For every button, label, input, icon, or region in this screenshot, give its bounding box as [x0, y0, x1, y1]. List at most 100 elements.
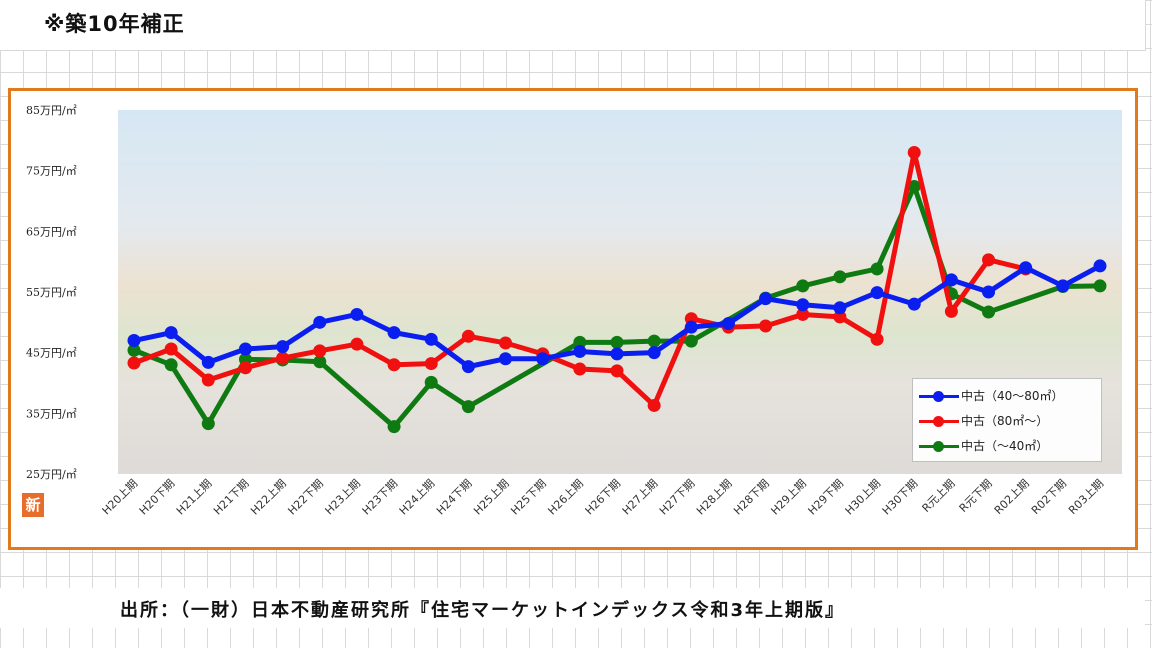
- data-point: [164, 342, 178, 356]
- data-point: [907, 145, 921, 159]
- series-line-segment: [354, 341, 397, 368]
- data-point: [759, 319, 773, 333]
- data-point: [647, 334, 661, 348]
- y-tick-label: 35万円/㎡: [26, 407, 77, 420]
- series-line-segment: [205, 346, 248, 365]
- data-point: [573, 344, 587, 358]
- x-tick-label: H21下期: [211, 477, 252, 518]
- data-point: [759, 292, 773, 306]
- legend-item: 中古（～40㎡）: [919, 433, 1095, 458]
- y-tick-label: 25万円/㎡: [26, 468, 77, 481]
- chart-legend: 中古（40～80㎡） 中古（80㎡～） 中古（～40㎡）: [912, 378, 1102, 462]
- series-line-segment: [986, 284, 1066, 315]
- data-point: [610, 335, 624, 349]
- series-line-segment: [837, 314, 880, 342]
- series-line-segment: [725, 296, 769, 327]
- data-point: [610, 364, 624, 378]
- data-point: [499, 336, 513, 350]
- x-tick-label: H25下期: [508, 477, 549, 518]
- data-point: [907, 179, 921, 193]
- x-tick-label: H29上期: [768, 477, 809, 518]
- legend-item: 中古（40～80㎡）: [919, 383, 1095, 408]
- page-title: ※築10年補正: [44, 12, 185, 36]
- legend-label: 中古（80㎡～）: [961, 414, 1049, 428]
- data-point: [944, 273, 958, 287]
- data-point: [127, 356, 141, 370]
- data-point: [387, 326, 401, 340]
- x-tick-label: R03上期: [1066, 477, 1106, 517]
- x-tick-label: H28下期: [731, 477, 772, 518]
- data-point: [201, 373, 215, 387]
- series-line-segment: [428, 336, 471, 370]
- data-point: [647, 398, 661, 412]
- new-badge-icon: 新: [22, 493, 44, 517]
- data-point: [982, 285, 996, 299]
- data-point: [461, 360, 475, 374]
- data-point: [1056, 279, 1070, 293]
- data-point: [647, 346, 661, 360]
- data-point: [424, 332, 438, 346]
- y-tick-label: 65万円/㎡: [26, 225, 77, 238]
- data-point: [796, 279, 810, 293]
- x-tick-label: H23下期: [360, 477, 401, 518]
- x-tick-label: H29下期: [806, 477, 847, 518]
- series-line-segment: [354, 311, 397, 336]
- series-line-segment: [763, 283, 806, 301]
- x-tick-label: H26下期: [583, 477, 624, 518]
- data-point: [1019, 261, 1033, 275]
- series-line-segment: [1060, 263, 1103, 289]
- x-tick-label: H30下期: [880, 477, 921, 518]
- series-line-segment: [614, 368, 657, 408]
- y-tick-label: 55万円/㎡: [26, 286, 77, 299]
- data-point: [461, 329, 475, 343]
- data-point: [424, 357, 438, 371]
- x-tick-label: R元下期: [957, 477, 995, 515]
- data-point: [276, 351, 290, 365]
- data-point: [796, 298, 810, 312]
- data-point: [238, 342, 252, 356]
- y-tick-label: 75万円/㎡: [26, 165, 77, 178]
- legend-label: 中古（40～80㎡）: [961, 389, 1064, 403]
- data-point: [833, 310, 847, 324]
- x-tick-label: H20上期: [100, 477, 141, 518]
- data-point: [573, 335, 587, 349]
- legend-swatch-icon: [919, 390, 959, 402]
- data-point: [870, 286, 884, 300]
- data-point: [127, 334, 141, 348]
- series-line-segment: [874, 149, 917, 342]
- series-line-segment: [948, 277, 992, 295]
- x-tick-label: H28上期: [694, 477, 735, 518]
- data-point: [387, 358, 401, 372]
- data-point: [350, 337, 364, 351]
- series-line-segment: [911, 149, 954, 314]
- series-line-segment: [391, 379, 434, 430]
- x-tick-label: H24下期: [434, 477, 475, 518]
- data-point: [313, 315, 327, 329]
- series-line-segment: [465, 339, 583, 410]
- series-line-segment: [948, 291, 992, 315]
- x-tick-label: H30上期: [843, 477, 884, 518]
- x-tick-label: H20下期: [137, 477, 178, 518]
- data-point: [461, 400, 475, 414]
- series-line-segment: [837, 290, 880, 311]
- series-line-segment: [205, 365, 248, 383]
- x-tick-label: H24上期: [397, 477, 438, 518]
- legend-item: 中古（80㎡～）: [919, 408, 1095, 433]
- x-tick-label: H25上期: [471, 477, 512, 518]
- legend-label: 中古（～40㎡）: [961, 439, 1049, 453]
- data-point: [833, 270, 847, 284]
- series-line-segment: [986, 265, 1029, 295]
- data-point: [684, 320, 698, 334]
- data-point: [870, 332, 884, 346]
- x-tick-label: H22下期: [285, 477, 326, 518]
- x-tick-label: R02下期: [1029, 477, 1069, 517]
- series-line-segment: [168, 346, 211, 383]
- data-point: [164, 326, 178, 340]
- data-point: [127, 343, 141, 357]
- series-line-segment: [168, 362, 211, 427]
- series-line-segment: [911, 277, 954, 307]
- data-point: [164, 358, 178, 372]
- series-line-segment: [317, 359, 397, 430]
- data-point: [721, 317, 735, 331]
- data-point: [1093, 279, 1107, 293]
